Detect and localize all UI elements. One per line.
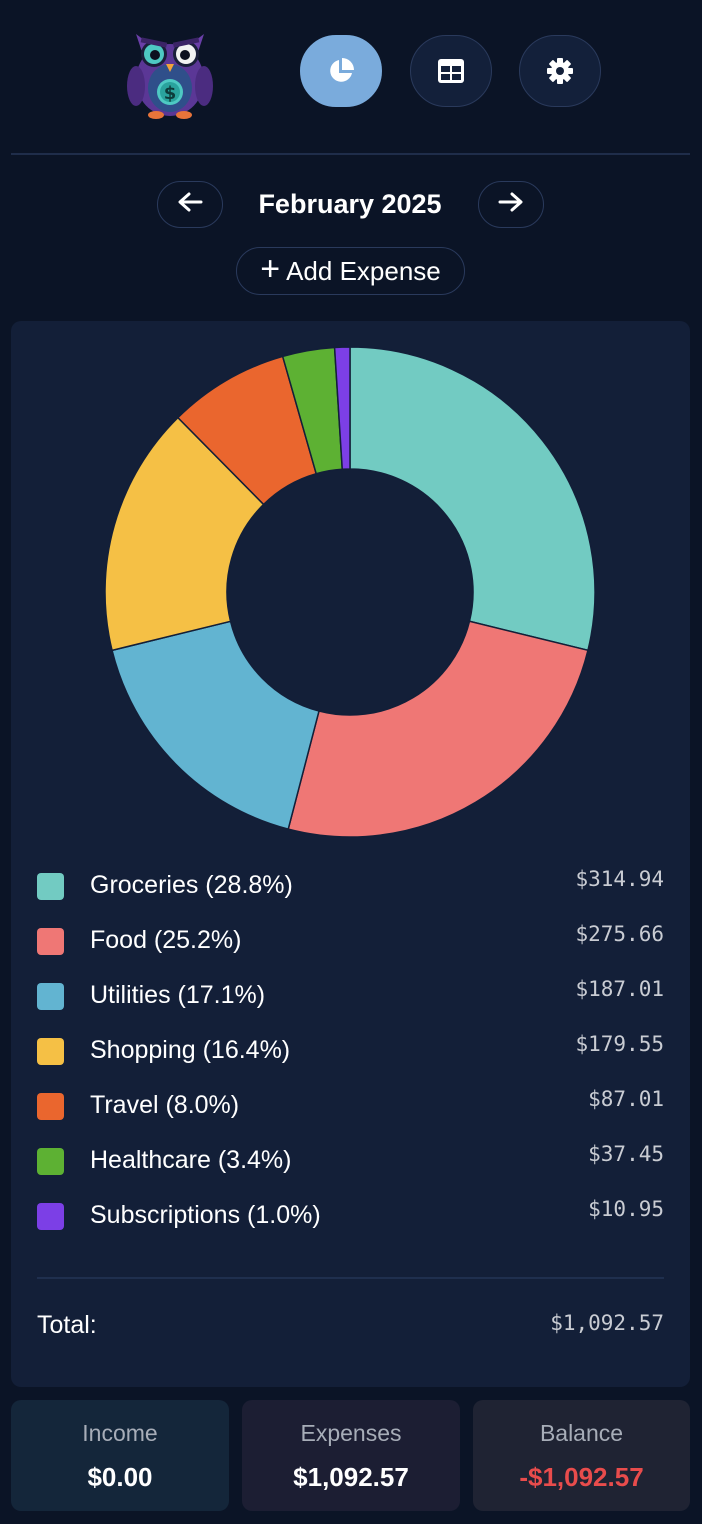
add-expense-button[interactable]: + Add Expense: [236, 247, 465, 295]
plus-icon: +: [260, 250, 281, 288]
legend-label: Food (25.2%): [90, 926, 242, 954]
legend-item: Utilities (17.1%) $187.01: [37, 977, 664, 1034]
legend-swatch: [37, 1093, 64, 1120]
legend-amount: $37.45: [588, 1142, 664, 1166]
legend-label: Groceries (28.8%): [90, 871, 293, 899]
expenses-value: $1,092.57: [293, 1462, 409, 1492]
chart-view-button[interactable]: [300, 35, 382, 107]
next-month-button[interactable]: [478, 181, 544, 228]
legend-swatch: [37, 1148, 64, 1175]
expense-chart-card: Groceries (28.8%) $314.94 Food (25.2%) $275…: [11, 321, 690, 1387]
table-view-button[interactable]: [410, 35, 492, 107]
app-header: $: [0, 0, 702, 155]
legend-item: Healthcare (3.4%) $37.45: [37, 1142, 664, 1199]
chart-legend: Groceries (28.8%) $314.94 Food (25.2%) $275…: [37, 867, 664, 1254]
arrow-left-icon: [177, 191, 203, 218]
month-navigator: February 2025: [0, 181, 702, 229]
owl-logo-icon: $: [122, 24, 218, 120]
legend-amount: $87.01: [588, 1087, 664, 1111]
total-divider: [37, 1277, 664, 1279]
legend-label: Shopping (16.4%): [90, 1036, 291, 1064]
legend-swatch: [37, 1038, 64, 1065]
legend-swatch: [37, 928, 64, 955]
total-label: Total:: [37, 1311, 97, 1339]
legend-label: Travel (8.0%): [90, 1091, 240, 1119]
svg-text:$: $: [164, 83, 177, 104]
donut-slice-subscriptions[interactable]: [333, 346, 351, 471]
balance-label: Balance: [539, 1420, 624, 1446]
previous-month-button[interactable]: [157, 181, 223, 228]
legend-label: Utilities (17.1%): [90, 981, 266, 1009]
legend-item: Groceries (28.8%) $314.94: [37, 867, 664, 924]
expenses-summary-card: Expenses $1,092.57: [242, 1400, 460, 1511]
balance-value: -$1,092.57: [519, 1462, 644, 1492]
legend-item: Shopping (16.4%) $179.55: [37, 1032, 664, 1089]
legend-amount: $187.01: [575, 977, 664, 1001]
legend-item: Travel (8.0%) $87.01: [37, 1087, 664, 1144]
legend-label: Subscriptions (1.0%): [90, 1201, 321, 1229]
legend-item: Subscriptions (1.0%) $10.95: [37, 1197, 664, 1254]
header-divider: [11, 153, 690, 155]
income-value: $0.00: [87, 1462, 153, 1492]
donut-slice-shopping[interactable]: [104, 416, 265, 652]
legend-amount: $179.55: [575, 1032, 664, 1056]
donut-slice-utilities[interactable]: [111, 620, 320, 831]
legend-swatch: [37, 1203, 64, 1230]
legend-amount: $10.95: [588, 1197, 664, 1221]
expenses-label: Expenses: [300, 1420, 402, 1446]
legend-amount: $314.94: [575, 867, 664, 891]
legend-label: Healthcare (3.4%): [90, 1146, 292, 1174]
arrow-right-icon: [498, 191, 524, 218]
donut-slice-groceries[interactable]: [349, 346, 596, 652]
table-icon: [437, 58, 465, 84]
gear-icon: [546, 57, 574, 85]
settings-button[interactable]: [519, 35, 601, 107]
donut-chart: [104, 346, 596, 838]
pie-chart-icon: [326, 56, 356, 86]
legend-swatch: [37, 983, 64, 1010]
legend-item: Food (25.2%) $275.66: [37, 922, 664, 979]
donut-slice-food[interactable]: [287, 620, 589, 838]
month-label: February 2025: [258, 189, 442, 219]
legend-swatch: [37, 873, 64, 900]
add-expense-label: Add Expense: [286, 255, 441, 286]
income-label: Income: [82, 1420, 158, 1446]
balance-summary-card: Balance -$1,092.57: [473, 1400, 690, 1511]
total-amount: $1,092.57: [550, 1311, 664, 1335]
income-summary-card: Income $0.00: [11, 1400, 229, 1511]
legend-amount: $275.66: [575, 922, 664, 946]
